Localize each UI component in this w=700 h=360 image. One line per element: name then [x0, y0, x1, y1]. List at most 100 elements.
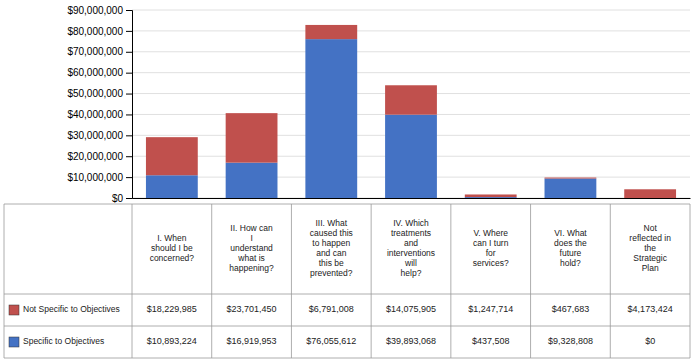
tick-mark	[126, 31, 132, 32]
category-label-line: and can	[316, 248, 347, 258]
table-border	[4, 204, 5, 358]
table-value: $39,893,068	[386, 336, 436, 346]
bars	[146, 25, 676, 198]
category-label-line: treatments	[391, 228, 431, 238]
bar	[305, 25, 357, 39]
bar	[465, 194, 517, 197]
table-border	[690, 204, 691, 358]
category-label-line: IV. Which	[393, 218, 429, 228]
tick: $20,000,000	[67, 151, 132, 162]
category-label-line: I	[250, 233, 252, 243]
y-axis: $0 $10,000,000 $20,000,000 $30,000,000 $40,0…	[67, 5, 132, 204]
table-border	[4, 294, 690, 295]
table-border	[291, 204, 292, 358]
category-label-line: can I turn	[473, 238, 509, 248]
tick: $70,000,000	[67, 46, 132, 57]
category-label-line: for	[486, 248, 496, 258]
category-label-line: what is	[237, 253, 264, 263]
table-border	[132, 204, 133, 358]
category-label-line: hold?	[560, 258, 581, 268]
tick: $30,000,000	[67, 130, 132, 141]
bar	[385, 115, 437, 198]
table-border	[610, 204, 611, 358]
category-label-line: caused this	[310, 228, 353, 238]
category-label-line: III. What	[315, 218, 347, 228]
category-label-line: VI. What	[554, 228, 587, 238]
bar	[226, 113, 278, 163]
table-border	[371, 204, 372, 358]
category-label-line: I. When	[157, 233, 187, 243]
tick-label: $10,000,000	[67, 172, 123, 183]
table-value: $16,919,953	[227, 336, 277, 346]
table-value: $0	[645, 336, 655, 346]
category-label-line: future	[560, 248, 582, 258]
tick: $50,000,000	[67, 88, 132, 99]
table-value: $4,173,424	[628, 304, 673, 314]
table-value: $6,791,008	[309, 304, 354, 314]
tick-mark	[126, 135, 132, 136]
grid-line	[132, 51, 690, 52]
table-value: $14,075,905	[386, 304, 436, 314]
bar	[545, 177, 597, 179]
category-label-line: should I be	[151, 243, 193, 253]
tick-label: $0	[112, 193, 124, 204]
table-value: $18,229,985	[147, 304, 197, 314]
axis-line	[133, 198, 691, 199]
table-border	[4, 204, 690, 205]
tick-label: $50,000,000	[67, 88, 123, 99]
category-label-line: help?	[401, 268, 422, 278]
category-label-line: happening?	[229, 263, 274, 273]
table-value: $467,683	[552, 304, 590, 314]
legend-label: Not Specific to Objectives	[23, 304, 120, 314]
tick: $10,000,000	[67, 172, 132, 183]
category-label: I. Whenshould I beconcerned?	[150, 233, 195, 263]
category-label-line: understand	[230, 243, 273, 253]
table-border	[211, 204, 212, 358]
category-label-line: reflected in	[629, 233, 671, 243]
bar	[305, 39, 357, 198]
chart: $0 $10,000,000 $20,000,000 $30,000,000 $40,0…	[0, 0, 700, 360]
bar	[146, 175, 198, 198]
tick-mark	[126, 52, 132, 53]
tick: $80,000,000	[67, 26, 132, 37]
category-label: II. How canIunderstandwhat ishappening?	[229, 223, 274, 273]
axis-line	[126, 11, 133, 199]
table-border	[4, 326, 690, 327]
tick-label: $40,000,000	[67, 109, 123, 120]
tick-label: $90,000,000	[67, 5, 123, 16]
grid-line	[132, 10, 690, 11]
series	[146, 39, 596, 198]
bar	[385, 85, 437, 114]
table-value: $437,508	[472, 336, 510, 346]
tick: $60,000,000	[67, 67, 132, 78]
tick-label: $30,000,000	[67, 130, 123, 141]
series	[146, 25, 676, 198]
category-label-line: and	[404, 238, 418, 248]
tick-label: $20,000,000	[67, 151, 123, 162]
table-value: $10,893,224	[147, 336, 197, 346]
category-label-line: services?	[473, 258, 509, 268]
category-label-line: concerned?	[150, 253, 195, 263]
category-label: III. Whatcaused thisto happenand canthis…	[310, 218, 353, 278]
tick-label: $80,000,000	[67, 26, 123, 37]
tick: $0	[112, 193, 132, 204]
table-border	[530, 204, 531, 358]
legend-swatch	[9, 305, 19, 315]
bar	[226, 163, 278, 198]
category-label-line: to happen	[312, 238, 350, 248]
tick: $40,000,000	[67, 109, 132, 120]
category-label-line: this be	[319, 258, 344, 268]
table-border	[450, 204, 451, 358]
category-label-line: Strategic	[633, 253, 667, 263]
legend-swatch	[9, 337, 19, 347]
table-value: $23,701,450	[227, 304, 277, 314]
category-label: V. Wherecan I turnforservices?	[473, 228, 509, 268]
category-label-line: prevented?	[310, 268, 353, 278]
grid-line	[132, 30, 690, 31]
category-label-line: II. How can	[230, 223, 273, 233]
tick-label: $60,000,000	[67, 67, 123, 78]
grid	[132, 10, 690, 198]
x-axis	[133, 198, 691, 199]
category-label-line: does the	[554, 238, 587, 248]
tick-label: $70,000,000	[67, 46, 123, 57]
